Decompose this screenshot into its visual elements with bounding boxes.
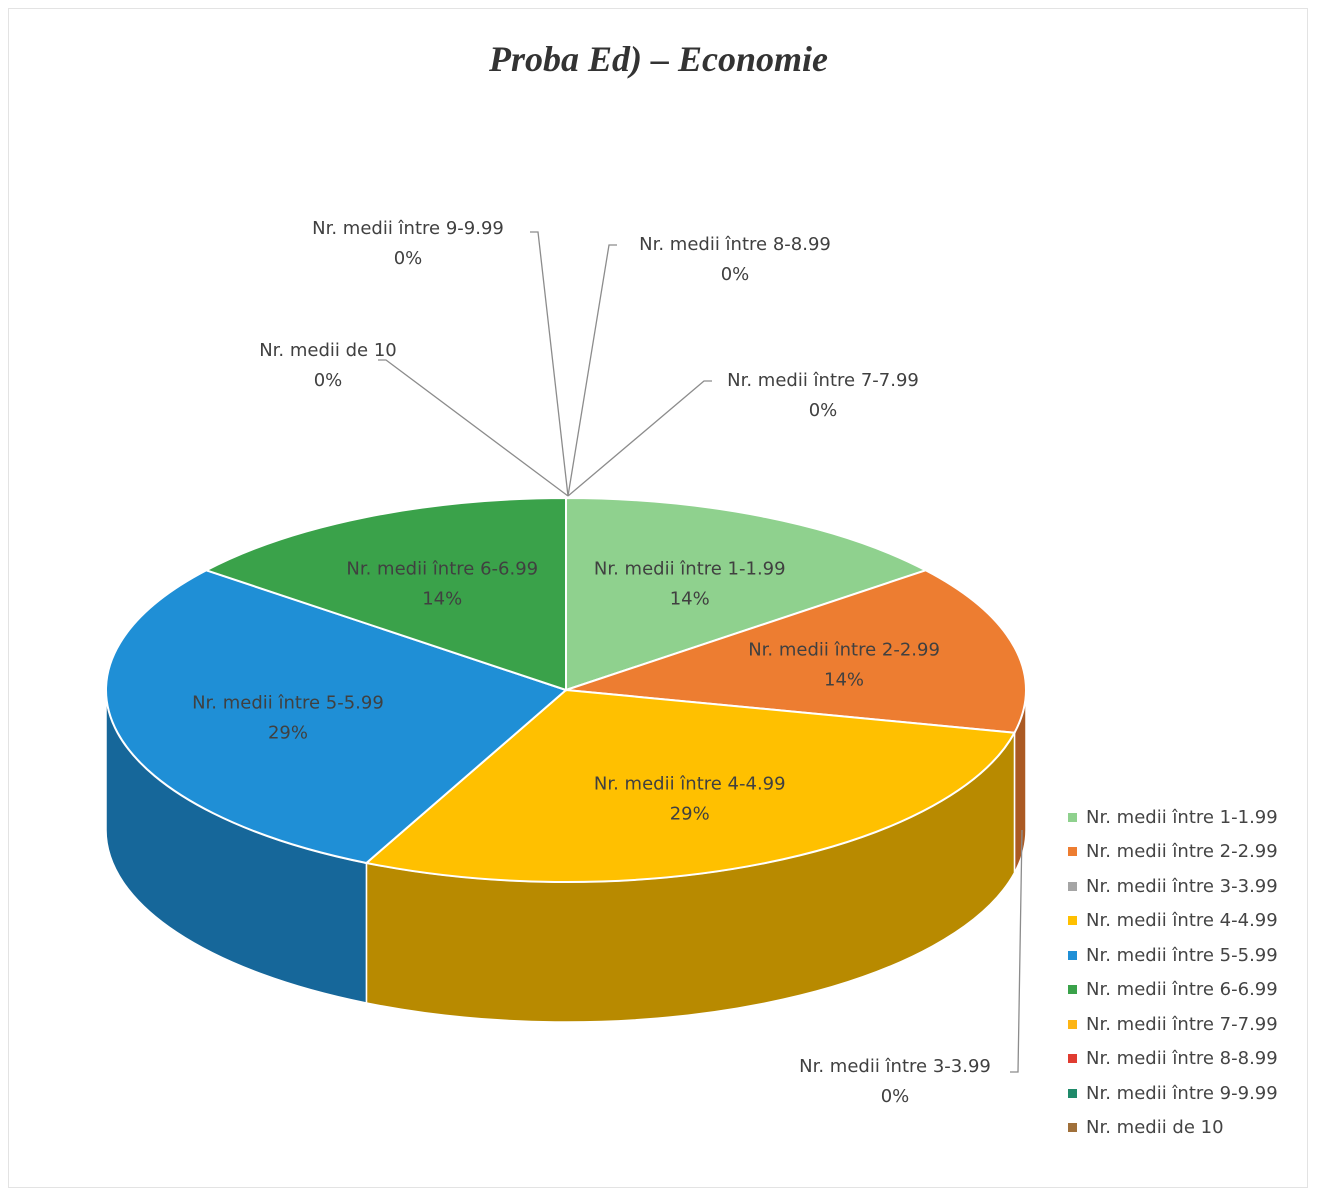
pie-data-labels: Nr. medii între 1-1.99 14% Nr. medii între…	[192, 218, 1023, 1107]
data-label-9: Nr. medii între 9-9.99	[312, 218, 504, 239]
data-label-percent-9: 0%	[394, 248, 423, 269]
legend-label: Nr. medii între 9-9.99	[1086, 1082, 1278, 1104]
data-label-1: Nr. medii între 1-1.99	[594, 559, 786, 580]
legend-item: Nr. medii între 9-9.99	[1068, 1076, 1278, 1111]
data-label-4: Nr. medii între 4-4.99	[594, 773, 786, 794]
legend-item: Nr. medii între 1-1.99	[1068, 800, 1278, 835]
legend-swatch	[1068, 1019, 1077, 1029]
data-label-percent-5: 29%	[268, 722, 308, 743]
data-label-percent-6: 14%	[422, 589, 462, 610]
legend-item: Nr. medii între 7-7.99	[1068, 1007, 1278, 1042]
data-label-8: Nr. medii între 8-8.99	[639, 234, 831, 255]
legend-item: Nr. medii între 8-8.99	[1068, 1042, 1278, 1077]
legend-swatch	[1068, 916, 1077, 926]
legend-swatch	[1068, 985, 1077, 995]
pie-slice-2	[565, 569, 1028, 734]
legend-label: Nr. medii între 7-7.99	[1086, 1013, 1278, 1035]
legend-label: Nr. medii între 8-8.99	[1086, 1048, 1278, 1070]
data-label-percent-7: 0%	[809, 400, 838, 421]
chart-legend: Nr. medii între 1-1.99 Nr. medii între 2-…	[1068, 800, 1278, 1145]
data-label-percent-8: 0%	[721, 264, 750, 285]
legend-swatch	[1068, 1123, 1077, 1133]
data-label-6: Nr. medii între 6-6.99	[346, 559, 538, 580]
legend-label: Nr. medii între 4-4.99	[1086, 910, 1278, 932]
legend-swatch	[1068, 812, 1077, 822]
leader-line-8	[567, 244, 617, 497]
legend-swatch	[1068, 847, 1077, 857]
legend-item: Nr. medii între 2-2.99	[1068, 835, 1278, 870]
data-label-3: Nr. medii între 3-3.99	[799, 1056, 991, 1077]
legend-swatch	[1068, 1054, 1077, 1064]
leader-line-10	[378, 359, 569, 497]
data-label-percent-10: 0%	[314, 370, 343, 391]
legend-label: Nr. medii între 2-2.99	[1086, 841, 1278, 863]
legend-item: Nr. medii între 3-3.99	[1068, 869, 1278, 904]
leader-line-7	[567, 380, 712, 497]
data-label-percent-4: 29%	[670, 803, 710, 824]
data-label-5: Nr. medii între 5-5.99	[192, 692, 384, 713]
pie-slice-5	[105, 569, 568, 865]
chart-title: Proba Ed) – Economie	[489, 39, 828, 79]
data-label-7: Nr. medii între 7-7.99	[727, 370, 919, 391]
legend-item: Nr. medii de 10	[1068, 1111, 1278, 1146]
legend-label: Nr. medii între 6-6.99	[1086, 979, 1278, 1001]
data-label-percent-2: 14%	[824, 670, 864, 691]
data-label-percent-3: 0%	[881, 1086, 910, 1107]
pie-slice-4	[364, 688, 1017, 883]
chart-frame	[8, 8, 1308, 1188]
legend-item: Nr. medii între 5-5.99	[1068, 938, 1278, 973]
data-label-10: Nr. medii de 10	[259, 340, 397, 361]
leader-line-9	[530, 231, 569, 497]
legend-label: Nr. medii între 5-5.99	[1086, 944, 1278, 966]
pie-top-faces	[105, 496, 1028, 883]
legend-label: Nr. medii între 1-1.99	[1086, 806, 1278, 828]
legend-swatch	[1068, 950, 1077, 960]
legend-item: Nr. medii între 4-4.99	[1068, 904, 1278, 939]
leader-line-3	[1010, 829, 1023, 1073]
pie-slice-1	[565, 496, 929, 692]
legend-item: Nr. medii între 6-6.99	[1068, 973, 1278, 1008]
data-label-percent-1: 14%	[670, 589, 710, 610]
legend-swatch	[1068, 881, 1077, 891]
legend-label: Nr. medii de 10	[1086, 1117, 1224, 1139]
pie-slice-6	[203, 496, 567, 692]
data-label-2: Nr. medii între 2-2.99	[748, 640, 940, 661]
legend-swatch	[1068, 1088, 1077, 1098]
legend-label: Nr. medii între 3-3.99	[1086, 875, 1278, 897]
